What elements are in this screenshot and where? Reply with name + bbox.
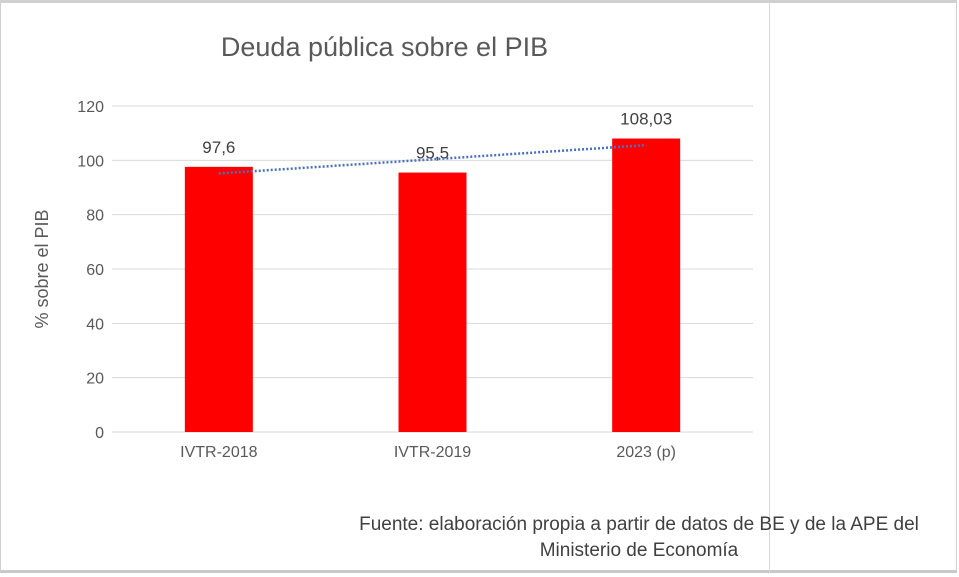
bar [184, 166, 253, 432]
source-note: Fuente: elaboración propia a partir de d… [359, 514, 919, 561]
y-tick-label: 20 [86, 371, 104, 388]
y-tick-label: 120 [77, 99, 104, 116]
data-label: 97,6 [202, 138, 235, 157]
chart-area [0, 2, 770, 573]
x-tick-label: IVTR-2019 [394, 444, 471, 461]
y-tick-label: 100 [77, 153, 104, 170]
x-tick-label: 2023 (p) [616, 444, 676, 461]
y-tick-label: 80 [86, 208, 104, 225]
y-tick-label: 40 [86, 316, 104, 333]
data-label: 108,03 [620, 110, 672, 129]
chart-title: Deuda pública sobre el PIB [220, 32, 549, 62]
trendline [218, 143, 647, 175]
bar [612, 138, 681, 432]
y-tick-label: 0 [95, 425, 104, 442]
y-axis-label: % sobre el PIB [32, 209, 52, 328]
x-tick-label: IVTR-2018 [180, 444, 257, 461]
data-label: 95,5 [416, 144, 449, 163]
y-tick-label: 60 [86, 262, 104, 279]
bar [398, 172, 467, 432]
